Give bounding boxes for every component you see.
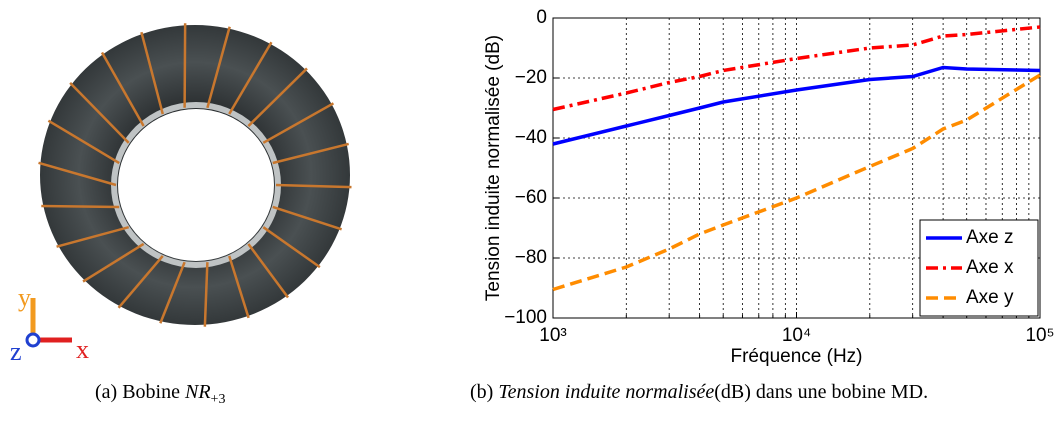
- caption-symbol: NR: [184, 381, 211, 403]
- plot-frame: [552, 17, 1041, 319]
- y-tick-label: −60: [515, 187, 547, 208]
- caption-text: (dB) dans une bobine MD.: [714, 381, 929, 403]
- legend-label: Axe x: [966, 257, 1014, 278]
- caption-b: (b) Tension induite normalisée(dB) dans …: [470, 377, 1050, 407]
- caption-italic: Tension induite normalisée: [498, 381, 715, 403]
- winding: [82, 242, 145, 283]
- y-tick-label: 0: [536, 7, 547, 28]
- axis-y-label: y: [18, 283, 31, 312]
- winding: [262, 226, 321, 269]
- caption-text: (b): [470, 381, 499, 403]
- winding: [47, 119, 120, 165]
- legend-label: Axe y: [966, 287, 1014, 308]
- winding: [159, 261, 186, 324]
- winding: [117, 255, 164, 309]
- winding: [140, 31, 164, 115]
- winding: [38, 161, 117, 187]
- winding: [247, 243, 290, 299]
- winding: [100, 51, 145, 127]
- winding: [228, 255, 250, 319]
- winding: [247, 67, 308, 127]
- caption-text: (a) Bobine: [95, 381, 185, 403]
- y-axis-label: Tension induite normalisée (dB): [483, 35, 504, 301]
- chart: −100 −80 −60 −40 −20 0 10³ 10⁴ 10⁵ Fréquence (Hz)…: [483, 7, 1054, 367]
- x-axis-label: Fréquence (Hz): [731, 346, 863, 367]
- x-tick-label: 10⁴: [782, 325, 811, 346]
- winding: [262, 102, 335, 144]
- y-tick-label: −40: [515, 127, 547, 148]
- windings: [38, 23, 352, 327]
- axis-x-label: x: [76, 335, 89, 364]
- winding: [206, 26, 231, 109]
- line-series: [552, 73, 1041, 292]
- x-tick-label: 10³: [539, 325, 566, 346]
- x-tick-label: 10⁵: [1025, 325, 1054, 346]
- y-tick-label: −20: [515, 67, 547, 88]
- caption-a: (a) Bobine NR+3: [95, 377, 225, 415]
- axis-z-label: z: [10, 337, 22, 366]
- y-tick-label: −100: [504, 307, 547, 328]
- legend-label: Axe z: [966, 227, 1014, 248]
- winding: [275, 183, 352, 189]
- winding: [183, 23, 187, 108]
- winding: [228, 41, 273, 115]
- winding: [272, 205, 343, 231]
- inner-rim: [111, 102, 281, 268]
- y-tick-label: −80: [515, 247, 547, 268]
- toroid: [40, 25, 350, 325]
- legend-box: [919, 219, 1039, 317]
- line-series: [552, 25, 1041, 112]
- axis-z-marker: [25, 332, 41, 348]
- winding: [56, 225, 130, 248]
- winding: [272, 142, 349, 165]
- coil-photo: y z x: [10, 23, 352, 366]
- winding: [41, 204, 120, 209]
- winding: [203, 262, 209, 327]
- line-series: [552, 65, 1041, 146]
- winding: [69, 81, 130, 144]
- caption-subscript: +3: [210, 392, 226, 407]
